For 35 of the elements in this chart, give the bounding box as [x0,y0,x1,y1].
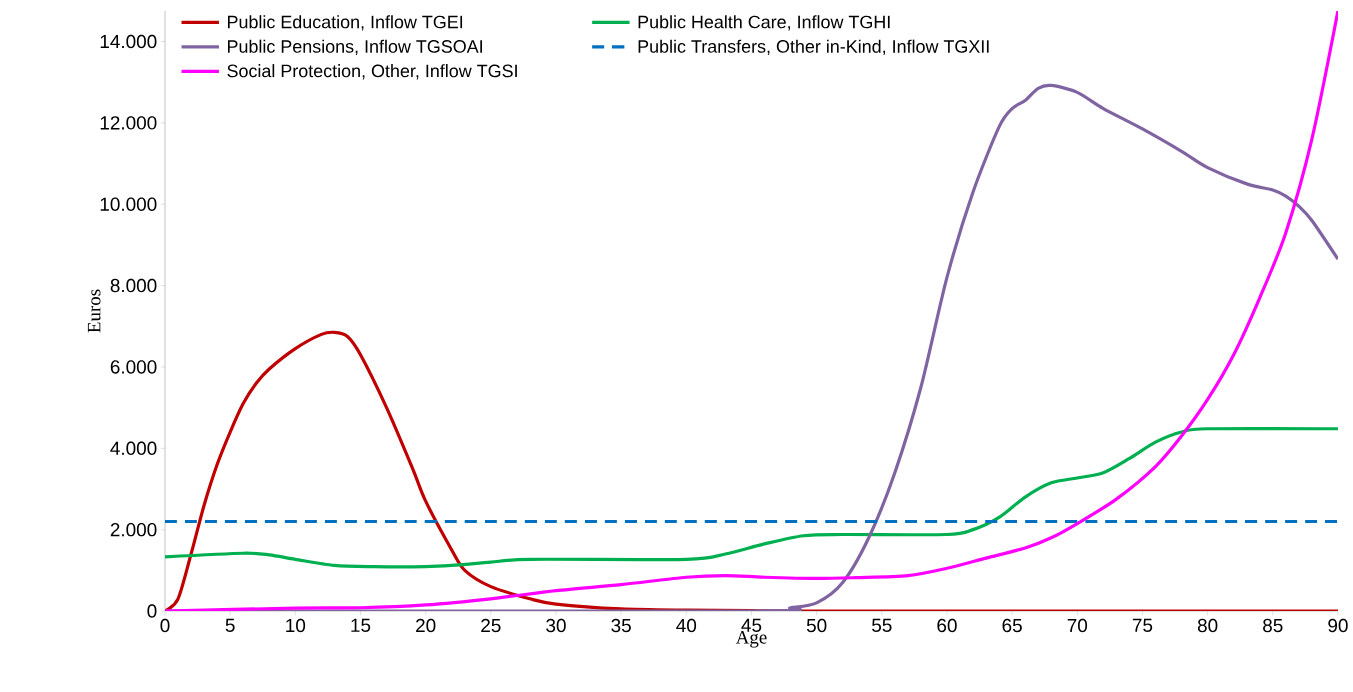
x-tick-label: 90 [1328,618,1348,633]
x-tick-label: 15 [351,618,371,632]
legend-label: Public Health Care, Inflow TGHI [638,15,890,31]
y-tick-label: 8.000 [110,278,157,293]
legend-label: Social Protection, Other, Inflow TGSI [227,64,517,80]
legend-label: Public Education, Inflow TGEI [227,15,463,31]
x-tick-label: 85 [1263,618,1283,633]
y-axis-title: Euros [87,289,101,333]
x-tick-label: 20 [416,618,436,633]
x-tick-label: 40 [676,618,697,633]
x-tick-label: 30 [546,618,566,633]
y-tick-label: 6.000 [110,360,157,374]
legend-label: Public Pensions, Inflow TGSOAI [227,39,482,55]
y-tick-label: 14.000 [100,34,157,49]
y-tick-label: 0 [147,604,157,618]
x-tick-label: 60 [937,618,957,633]
x-tick-label: 70 [1067,618,1088,633]
y-tick-label: 12.000 [100,116,157,130]
x-tick-label: 35 [611,618,631,633]
x-tick-label: 5 [225,618,235,632]
y-tick-label: 4.000 [110,441,157,455]
x-tick-label: 25 [481,618,501,633]
line-series [165,426,1338,569]
x-tick-label: 65 [1002,618,1022,633]
x-tick-label: 0 [160,618,170,633]
x-tick-label: 50 [806,618,827,633]
legend-label: Public Transfers, Other in-Kind, Inflow TGXII [638,39,989,55]
x-tick-label: 55 [872,618,892,632]
x-tick-label: 10 [286,618,306,633]
y-tick-label: 2.000 [110,522,157,537]
x-tick-label: 80 [1197,618,1218,633]
x-axis-title: Age [735,631,767,648]
x-tick-label: 75 [1132,618,1153,632]
y-tick-label: 10.000 [100,197,157,211]
x-tick-label: 45 [741,618,762,632]
